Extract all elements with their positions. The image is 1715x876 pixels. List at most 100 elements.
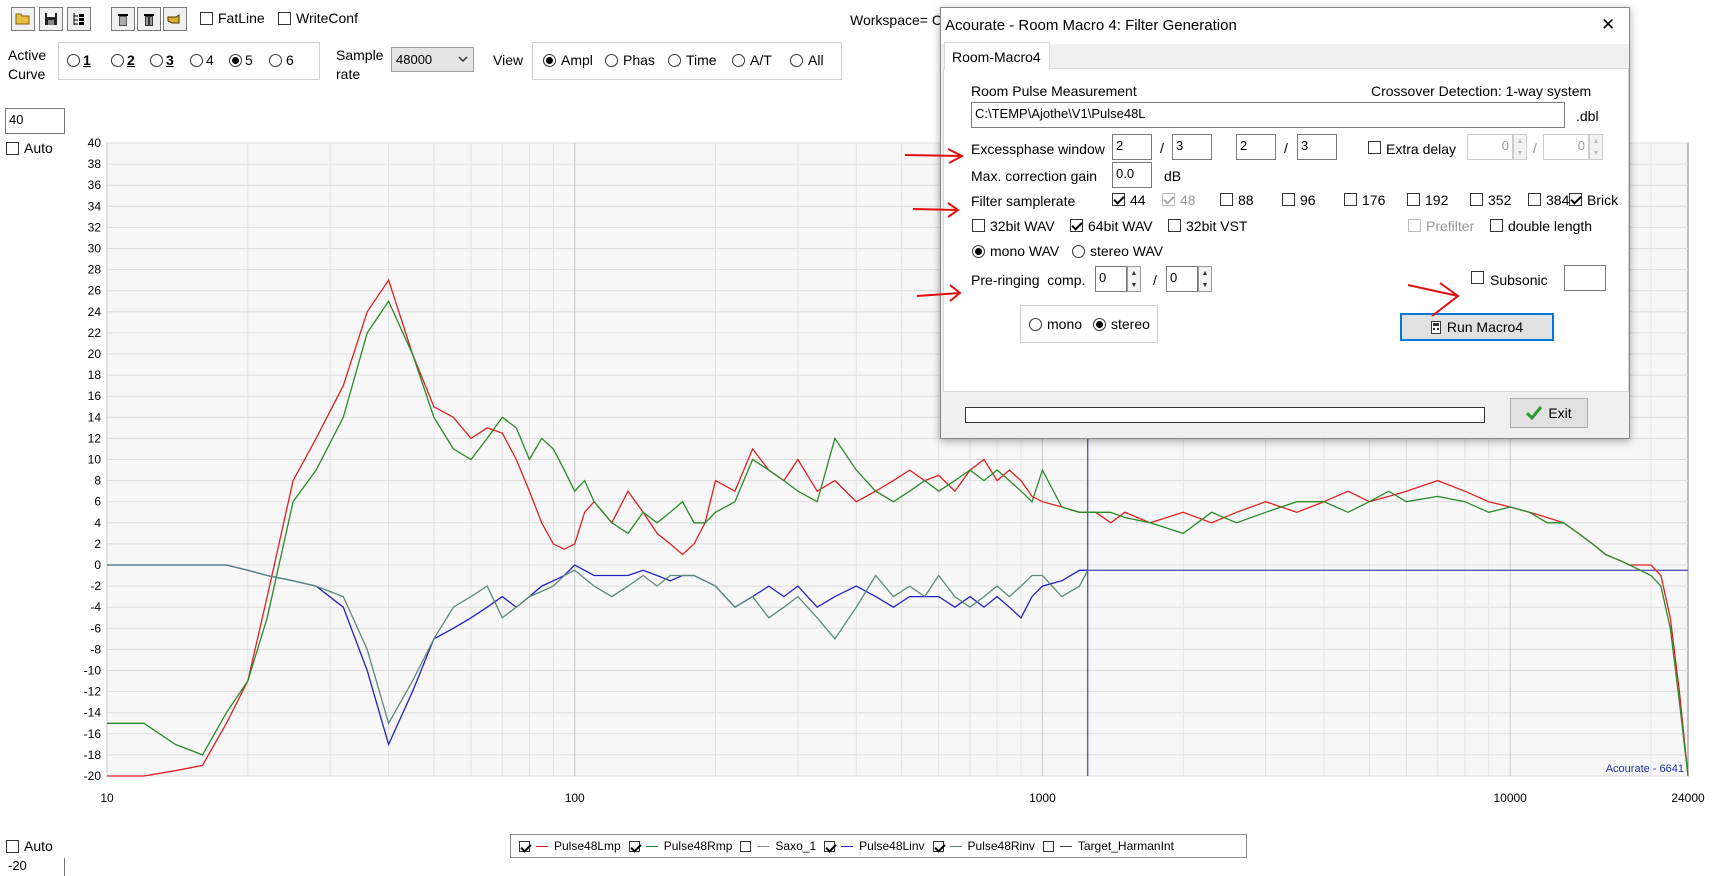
open-folder-button[interactable]	[11, 7, 35, 31]
delete-button[interactable]	[137, 7, 161, 31]
excessphase-value-1: 2	[1116, 138, 1124, 153]
view-radio-time[interactable]	[668, 54, 681, 67]
wav64-checkbox[interactable]	[1070, 219, 1083, 232]
prefilter-checkbox[interactable]	[1408, 219, 1421, 232]
tree-view-button[interactable]	[67, 7, 91, 31]
pointer-hand-button[interactable]	[163, 7, 187, 31]
legend-checkbox[interactable]	[628, 840, 640, 852]
curve-radio-1[interactable]	[67, 54, 80, 67]
extra-delay-input-1[interactable]: 0	[1467, 134, 1513, 160]
excessphase-slash-2: /	[1284, 140, 1288, 156]
tab-room-macro4[interactable]: Room-Macro4	[944, 42, 1050, 70]
pulse-file-value: C:\TEMP\Ajothe\V1\Pulse48L	[975, 106, 1146, 121]
excessphase-value-2: 3	[1176, 138, 1184, 153]
legend-item[interactable]: Pulse48Linv	[824, 839, 925, 853]
excessphase-input-3[interactable]: 2	[1236, 134, 1276, 160]
preringing-spinner-1[interactable]: ▲ ▼	[1127, 266, 1141, 292]
y-bottom-auto-checkbox[interactable]	[6, 840, 19, 853]
curve-label-4: 4	[206, 52, 214, 68]
legend-item[interactable]: Pulse48Rmp	[628, 839, 733, 853]
legend-item[interactable]: Pulse48Lmp	[519, 839, 621, 853]
excessphase-input-4[interactable]: 3	[1297, 134, 1337, 160]
samplerate-checkbox-1[interactable]	[1162, 193, 1175, 206]
pulse-file-input[interactable]: C:\TEMP\Ajothe\V1\Pulse48L	[971, 102, 1565, 128]
subsonic-checkbox[interactable]	[1471, 271, 1484, 284]
y-max-input[interactable]: 40	[5, 108, 65, 134]
legend-item[interactable]: Saxo_1	[740, 839, 816, 853]
samplerate-checkbox-2[interactable]	[1220, 193, 1233, 206]
samplerate-checkbox-6[interactable]	[1470, 193, 1483, 206]
series-Pulse48Linv	[107, 564, 1088, 747]
writeconf-checkbox[interactable]	[278, 12, 291, 25]
vst32-checkbox[interactable]	[1168, 219, 1181, 232]
legend-label: Pulse48Linv	[859, 839, 925, 853]
active-curve-label-1: Active	[8, 47, 47, 63]
fatline-label: FatLine	[218, 10, 265, 26]
view-radio-phas[interactable]	[605, 54, 618, 67]
crossover-label: Crossover Detection: 1-way system	[1371, 83, 1592, 99]
y-tick-label: 12	[88, 431, 102, 445]
legend-checkbox[interactable]	[519, 840, 530, 852]
legend-label: Pulse48Rmp	[663, 839, 733, 853]
save-button[interactable]	[39, 7, 63, 31]
chart-legend: Pulse48Lmp Pulse48Rmp Saxo_1 Pulse48Linv Pul…	[510, 834, 1247, 858]
legend-item[interactable]: Pulse48Rinv	[932, 839, 1035, 853]
stereo-wav-radio[interactable]	[1072, 245, 1085, 258]
excessphase-value-3: 2	[1240, 138, 1248, 153]
extra-delay-input-2[interactable]: 0	[1543, 134, 1589, 160]
preringing-input-1[interactable]: 0	[1095, 266, 1127, 292]
sample-rate-select[interactable]: 48000	[391, 47, 474, 72]
y-tick-label: -2	[90, 579, 101, 593]
mono-wav-radio[interactable]	[972, 245, 985, 258]
extra-delay-checkbox[interactable]	[1368, 141, 1381, 154]
spin-up-icon: ▲	[1130, 269, 1138, 277]
y-min-input[interactable]: -20	[5, 858, 65, 876]
samplerate-checkbox-5[interactable]	[1407, 193, 1420, 206]
curve-radio-5[interactable]	[229, 54, 242, 67]
view-radio-all[interactable]	[790, 54, 803, 67]
curve-radio-2[interactable]	[111, 54, 124, 67]
y-top-auto-checkbox[interactable]	[6, 142, 19, 155]
samplerate-label-5: 192	[1425, 192, 1449, 208]
x-tick-label: 24000	[1671, 791, 1705, 805]
max-gain-input[interactable]: 0.0	[1112, 162, 1152, 188]
samplerate-checkbox-4[interactable]	[1344, 193, 1357, 206]
preringing-spinner-2[interactable]: ▲ ▼	[1198, 266, 1212, 292]
legend-checkbox[interactable]	[740, 840, 752, 852]
fatline-checkbox[interactable]	[200, 12, 213, 25]
excessphase-input-1[interactable]: 2	[1112, 134, 1152, 160]
view-radio-at[interactable]	[732, 54, 745, 67]
floppy-disk-icon	[45, 13, 57, 25]
curve-radio-3[interactable]	[150, 54, 163, 67]
legend-checkbox[interactable]	[1042, 840, 1054, 852]
samplerate-checkbox-0[interactable]	[1112, 193, 1125, 206]
excessphase-input-2[interactable]: 3	[1172, 134, 1212, 160]
workspace-label: Workspace= C	[850, 12, 942, 28]
preringing-input-2[interactable]: 0	[1166, 266, 1198, 292]
legend-checkbox[interactable]	[932, 840, 944, 852]
mono-radio[interactable]	[1029, 318, 1042, 331]
samplerate-checkbox-3[interactable]	[1282, 193, 1295, 206]
subsonic-input[interactable]	[1564, 265, 1606, 291]
extra-delay-spinner-1[interactable]: ▲ ▼	[1513, 134, 1527, 160]
double-length-label: double length	[1508, 218, 1593, 234]
exit-button[interactable]: Exit	[1510, 398, 1588, 428]
legend-swatch	[757, 845, 770, 847]
double-length-checkbox[interactable]	[1490, 219, 1503, 232]
samplerate-checkbox-8[interactable]	[1569, 193, 1582, 206]
run-macro4-button[interactable]: Run Macro4	[1400, 313, 1554, 341]
close-icon[interactable]: ✕	[1601, 15, 1616, 34]
legend-checkbox[interactable]	[824, 840, 836, 852]
stereo-radio[interactable]	[1093, 318, 1106, 331]
curve-radio-4[interactable]	[190, 54, 203, 67]
view-radio-ampl[interactable]	[543, 54, 556, 67]
x-tick-label: 1000	[1029, 791, 1056, 805]
extra-delay-spinner-2[interactable]: ▲ ▼	[1589, 134, 1603, 160]
wav32-checkbox[interactable]	[972, 219, 985, 232]
samplerate-checkbox-7[interactable]	[1528, 193, 1541, 206]
legend-item[interactable]: Target_HarmanInt	[1042, 839, 1174, 853]
vst32-label: 32bit VST	[1186, 218, 1248, 234]
spin-up-icon: ▲	[1516, 137, 1524, 145]
curve-radio-6[interactable]	[269, 54, 282, 67]
delete-all-button[interactable]	[111, 7, 135, 31]
